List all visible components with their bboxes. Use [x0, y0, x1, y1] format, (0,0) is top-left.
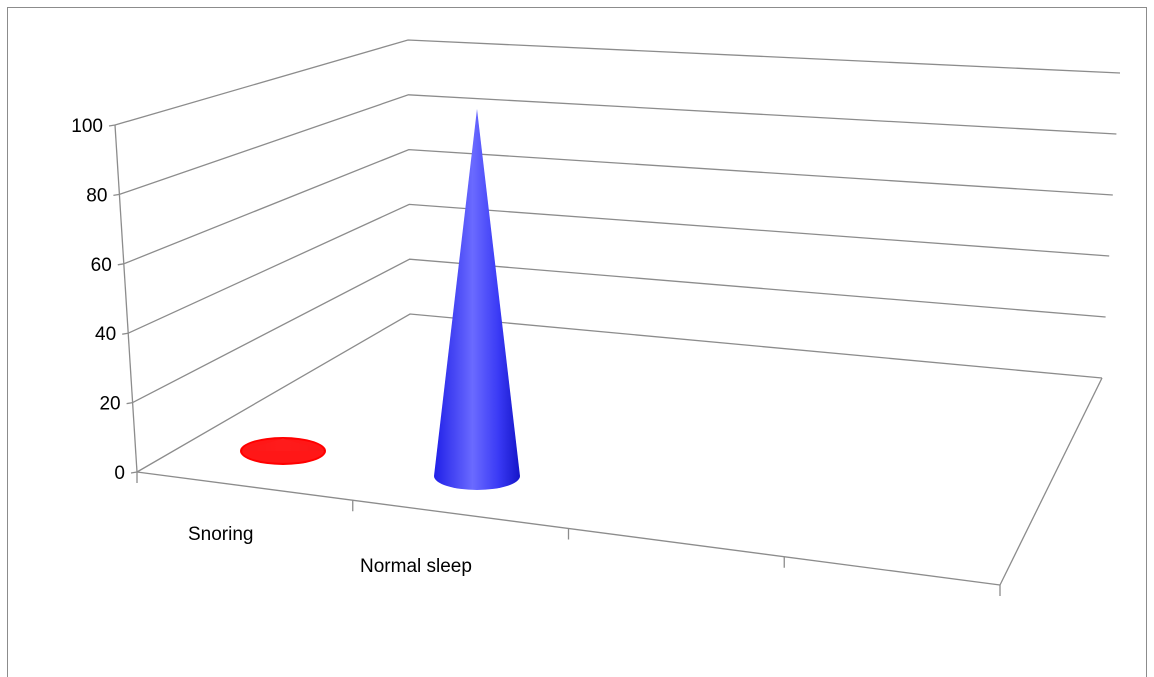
floor-back-edge — [136, 313, 1103, 473]
cone-body — [434, 109, 520, 490]
y-tick-mark — [113, 193, 120, 197]
gridline-60 — [123, 148, 1113, 265]
y-tick-label: 60 — [91, 255, 112, 276]
x-category-label: Normal sleep — [360, 556, 472, 577]
floor-right-edge — [999, 377, 1103, 586]
y-tick-mark — [130, 471, 138, 474]
y-tick-mark — [126, 401, 133, 405]
y-axis-line — [114, 124, 138, 473]
cone-normal-sleep — [434, 109, 520, 490]
y-tick-label: 80 — [86, 185, 107, 206]
y-tick-mark — [122, 332, 129, 335]
cone-snoring — [240, 437, 326, 465]
gridline-20 — [132, 258, 1106, 404]
x-category-label: Snoring — [188, 524, 254, 545]
y-tick-mark — [108, 124, 116, 127]
chart-frame — [7, 7, 1147, 677]
y-tick-mark — [117, 263, 124, 266]
cones — [240, 109, 520, 490]
gridline-40 — [127, 203, 1110, 334]
gridlines — [114, 39, 1121, 404]
labels: 0 20 40 60 80 100 Snoring Normal sleep — [71, 116, 472, 577]
gridline-100 — [114, 39, 1121, 126]
y-tick-label: 20 — [99, 394, 120, 415]
gridline-80 — [119, 94, 1117, 196]
y-tick-label: 100 — [71, 116, 103, 137]
y-tick-label: 40 — [95, 324, 116, 345]
y-tick-label: 0 — [114, 463, 125, 484]
axes — [108, 124, 1103, 596]
cone-top-face — [242, 439, 324, 463]
